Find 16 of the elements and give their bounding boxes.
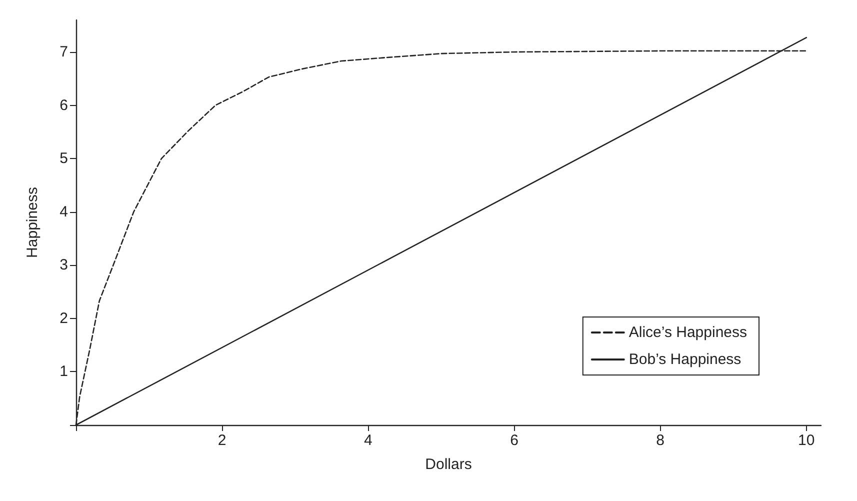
x-tick-label: 10 — [798, 432, 815, 449]
x-tick-label: 2 — [218, 432, 226, 449]
y-tick-label: 3 — [60, 256, 68, 274]
x-tick-label: 8 — [656, 432, 664, 449]
x-tick-label: 4 — [364, 432, 372, 449]
y-tick-label: 7 — [60, 43, 68, 60]
y-tick-label: 2 — [60, 310, 68, 327]
y-tick-label: 5 — [60, 150, 68, 168]
y-tick-label: 1 — [60, 363, 68, 380]
legend-label: Bob’s Happiness — [628, 351, 742, 368]
y-axis-title: Happiness — [24, 187, 41, 258]
x-tick-label: 6 — [510, 432, 518, 449]
y-tick-label: 4 — [60, 203, 68, 220]
y-tick-label: 6 — [60, 96, 68, 114]
legend-label: Alice’s Happiness — [628, 324, 748, 341]
x-axis-title: Dollars — [425, 456, 472, 473]
